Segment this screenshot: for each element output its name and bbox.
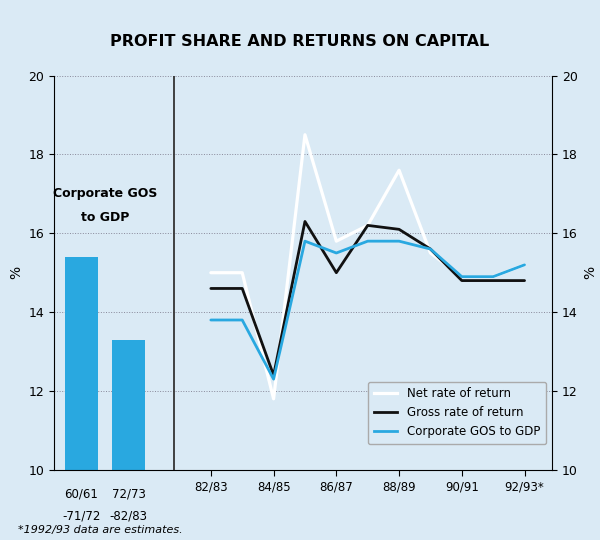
Text: 60/61: 60/61 <box>65 488 98 501</box>
Y-axis label: %: % <box>9 266 23 279</box>
Text: PROFIT SHARE AND RETURNS ON CAPITAL: PROFIT SHARE AND RETURNS ON CAPITAL <box>110 33 490 49</box>
Text: *1992/93 data are estimates.: *1992/93 data are estimates. <box>18 524 182 535</box>
Legend: Net rate of return, Gross rate of return, Corporate GOS to GDP: Net rate of return, Gross rate of return… <box>368 382 546 444</box>
Bar <box>65 257 98 470</box>
Text: Corporate GOS: Corporate GOS <box>53 187 157 200</box>
Text: 72/73: 72/73 <box>112 488 145 501</box>
Text: -71/72: -71/72 <box>62 509 101 522</box>
Text: to GDP: to GDP <box>81 211 129 224</box>
Bar <box>112 340 145 470</box>
Y-axis label: %: % <box>583 266 597 279</box>
Text: -82/83: -82/83 <box>110 509 148 522</box>
